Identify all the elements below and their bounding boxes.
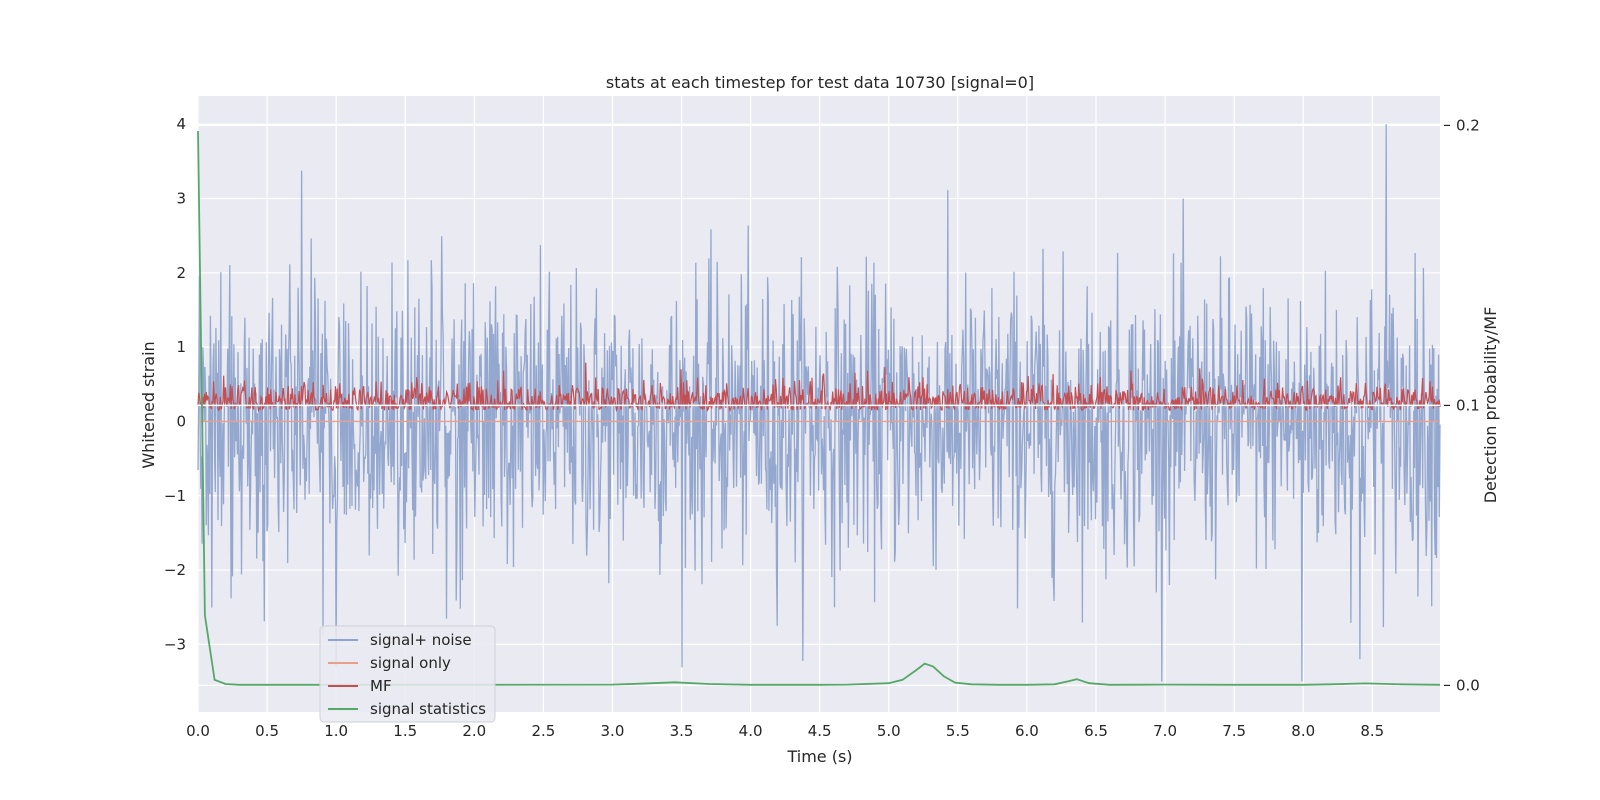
y2-tick-label: 0.0 (1456, 676, 1480, 694)
x-tick-label: 2.0 (462, 722, 486, 740)
chart-title: stats at each timestep for test data 107… (606, 73, 1034, 92)
x-axis-label: Time (s) (786, 747, 852, 766)
y2-axis-label: Detection probability/MF (1481, 307, 1500, 504)
x-tick-label: 7.5 (1222, 722, 1246, 740)
x-tick-label: 0.0 (186, 722, 210, 740)
x-tick-label: 6.5 (1084, 722, 1108, 740)
legend-label-signal-noise: signal+ noise (370, 631, 472, 649)
x-tick-label: 1.5 (393, 722, 417, 740)
x-axis-ticks: 0.0 0.5 1.0 1.5 2.0 2.5 3.0 3.5 4.0 4.5 5.0 5.5 6.0 6… (186, 722, 1384, 740)
y-tick-label: 1 (176, 338, 186, 356)
series-signal-noise (197, 124, 1441, 682)
y-axis-ticks: 4 3 2 1 0 −1 −2 −3 (164, 115, 186, 653)
x-tick-label: 6.0 (1015, 722, 1039, 740)
legend-label-signal-statistics: signal statistics (370, 700, 486, 718)
y-tick-label: 2 (176, 264, 186, 282)
x-tick-label: 1.0 (324, 722, 348, 740)
x-tick-label: 8.5 (1360, 722, 1384, 740)
y-axis-label: Whitened strain (139, 341, 158, 468)
y-tick-label: −1 (164, 487, 186, 505)
y2-tick-label: 0.1 (1456, 396, 1480, 414)
x-tick-label: 2.5 (531, 722, 555, 740)
x-tick-label: 7.0 (1153, 722, 1177, 740)
legend: signal+ noise signal only MF signal stat… (319, 625, 496, 723)
series-mf (197, 362, 1441, 413)
x-tick-label: 5.0 (877, 722, 901, 740)
y-tick-label: −2 (164, 561, 186, 579)
x-tick-label: 4.5 (808, 722, 832, 740)
legend-box (319, 625, 496, 723)
x-tick-label: 0.5 (255, 722, 279, 740)
x-tick-label: 4.0 (739, 722, 763, 740)
y-tick-label: 3 (176, 190, 186, 208)
x-tick-label: 8.0 (1291, 722, 1315, 740)
legend-label-mf: MF (370, 677, 392, 695)
y2-axis-ticks: 0.2 0.1 0.0 (1444, 116, 1480, 694)
y-tick-label: −3 (164, 635, 186, 653)
legend-label-signal-only: signal only (370, 654, 451, 672)
x-tick-label: 3.0 (601, 722, 625, 740)
y-tick-label: 4 (176, 115, 186, 133)
y2-tick-label: 0.2 (1456, 116, 1480, 134)
x-tick-label: 3.5 (670, 722, 694, 740)
y-tick-label: 0 (176, 412, 186, 430)
x-tick-label: 5.5 (946, 722, 970, 740)
